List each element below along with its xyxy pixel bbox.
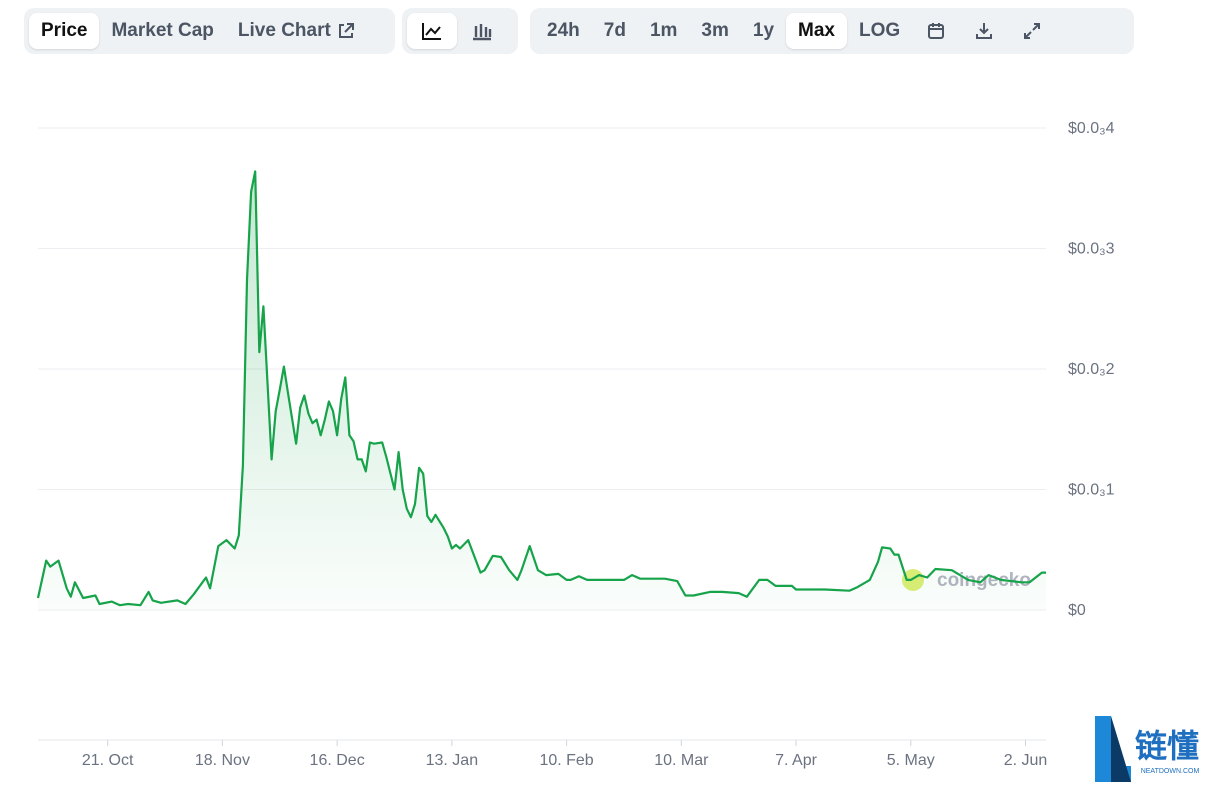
- download-icon: [976, 23, 993, 39]
- calendar-btn[interactable]: [912, 13, 960, 49]
- range[interactable]: 3m: [701, 20, 729, 41]
- x-tick-label: 10. Mar: [654, 752, 709, 769]
- calendar-icon: [928, 23, 945, 39]
- range[interactable]: Max: [786, 13, 847, 49]
- brand-logo: [1095, 716, 1131, 782]
- range[interactable]: LOG: [858, 20, 901, 41]
- x-tick-label: 13. Jan: [426, 752, 478, 769]
- fullscreen-icon: [1024, 23, 1041, 39]
- view-tabs: Price Market Cap Live Chart: [24, 8, 395, 54]
- range[interactable]: 7d: [603, 20, 626, 41]
- tab[interactable]: Price: [29, 13, 100, 49]
- x-tick-label: 18. Nov: [195, 752, 250, 769]
- y-tick-label: $0: [1068, 602, 1086, 619]
- price-line: [36, 170, 1046, 607]
- x-tick-label: 21. Oct: [82, 752, 134, 769]
- x-tick-label: 2. Jun: [1004, 752, 1048, 769]
- candle-btn[interactable]: [457, 13, 507, 49]
- fullscreen-btn[interactable]: [1008, 13, 1056, 49]
- watermark: coingecko: [937, 570, 1031, 591]
- watermark-logo: [902, 569, 924, 591]
- y-tick-label: $0.0₃4: [1068, 120, 1115, 137]
- x-tick-label: 16. Dec: [310, 752, 365, 769]
- x-tick-label: 10. Feb: [539, 752, 593, 769]
- brand-site: NEATDOWN.COM: [1141, 768, 1200, 775]
- line-btn[interactable]: [407, 13, 457, 49]
- chart-style: [402, 8, 518, 54]
- external-icon: [338, 23, 354, 38]
- candle-icon: [473, 24, 492, 41]
- brand-logo-shade: [1111, 716, 1131, 782]
- y-tick-label: $0.0₃2: [1068, 361, 1115, 378]
- tab[interactable]: Market Cap: [111, 20, 214, 41]
- price-area: [38, 171, 1046, 610]
- brand: 链懂: [1135, 728, 1199, 764]
- range[interactable]: 24h: [547, 20, 580, 41]
- download-btn[interactable]: [960, 13, 1008, 49]
- line-icon: [422, 23, 441, 40]
- tab[interactable]: Live Chart: [226, 13, 368, 49]
- tab-label: Live Chart: [237, 20, 331, 41]
- range[interactable]: 1m: [649, 20, 678, 41]
- range-tabs: 24h 7d 1m 3m 1y Max LOG: [530, 8, 1134, 54]
- range[interactable]: 1y: [752, 20, 775, 41]
- x-tick-label: 5. May: [887, 752, 935, 769]
- x-tick-label: 7. Apr: [775, 752, 817, 769]
- y-tick-label: $0.0₃1: [1068, 482, 1115, 499]
- y-tick-label: $0.0₃3: [1068, 241, 1115, 258]
